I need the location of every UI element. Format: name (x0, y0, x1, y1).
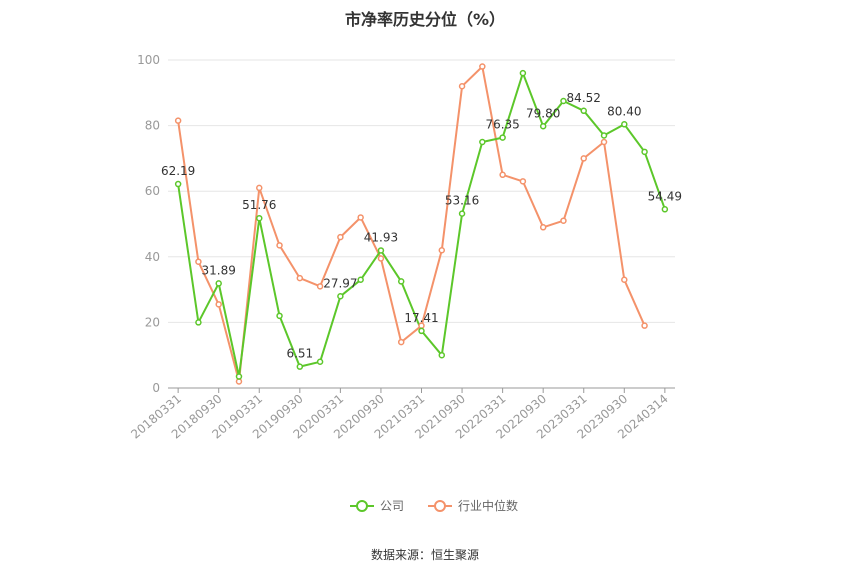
data-point (479, 138, 486, 146)
data-point (539, 123, 547, 130)
data-point (215, 301, 222, 308)
data-point (458, 210, 466, 217)
data-point (316, 358, 324, 366)
data-source: 数据来源：恒生聚源 (370, 548, 479, 562)
data-point (377, 255, 385, 262)
data-point (519, 69, 527, 77)
data-point (235, 373, 243, 380)
data-point (195, 319, 202, 326)
data-point (621, 121, 628, 128)
series-line (177, 65, 646, 383)
data-point (418, 327, 425, 335)
y-tick-label: 0 (152, 381, 160, 395)
data-label: 27.97 (323, 276, 357, 290)
legend-label: 行业中位数 (458, 498, 518, 513)
data-point (337, 293, 344, 300)
data-label: 17.41 (404, 311, 438, 325)
data-point (499, 171, 506, 179)
data-point (438, 351, 446, 359)
data-point (397, 278, 405, 285)
x-axis: 2018033120180930201903312019093020200331… (128, 387, 675, 442)
data-point (174, 117, 182, 124)
data-label: 51.76 (242, 198, 276, 212)
data-point (276, 312, 283, 320)
data-point (519, 178, 527, 185)
data-point (397, 338, 405, 346)
legend-swatch-marker (356, 500, 368, 512)
data-point (215, 280, 222, 287)
legend-label: 公司 (380, 499, 404, 513)
series-points (174, 63, 669, 385)
data-point (337, 233, 344, 241)
data-point (641, 322, 648, 329)
data-label: 80.40 (607, 104, 641, 118)
y-tick-label: 40 (145, 250, 160, 264)
data-point (256, 214, 263, 222)
data-point (276, 242, 283, 249)
data-point (296, 274, 304, 282)
series-lines (177, 65, 666, 383)
y-tick-label: 100 (137, 53, 160, 67)
data-label: 76.35 (485, 118, 519, 132)
data-label: 41.93 (364, 230, 398, 244)
data-label: 79.80 (526, 106, 560, 120)
data-label: 6.51 (286, 347, 313, 361)
data-point (539, 224, 547, 231)
data-point (580, 155, 587, 162)
data-point (438, 246, 446, 254)
data-point (580, 107, 587, 115)
data-point (621, 276, 628, 284)
data-label: 54.49 (648, 189, 682, 203)
data-label: 84.52 (567, 91, 601, 105)
data-point (641, 148, 648, 156)
y-tick-label: 80 (145, 119, 160, 133)
data-point (458, 82, 466, 90)
data-point (357, 276, 364, 284)
chart-title: 市净率历史分位（%） (344, 10, 506, 29)
data-labels: 62.19 31.89 51.76 6.51 27.97 41.93 17.41 53.16 7… (161, 91, 682, 361)
data-point (600, 138, 608, 146)
legend-swatch-marker (434, 500, 446, 512)
data-label: 53.16 (445, 194, 479, 208)
data-label: 31.89 (202, 263, 236, 277)
data-label: 62.19 (161, 164, 195, 178)
data-point (174, 180, 182, 188)
data-point (377, 247, 385, 254)
data-point (560, 97, 567, 105)
data-point (479, 63, 486, 70)
legend: 公司 行业中位数 (350, 498, 518, 513)
data-point (499, 134, 506, 141)
y-tick-label: 20 (145, 315, 160, 329)
data-point (296, 363, 304, 370)
data-point (560, 217, 567, 224)
data-point (357, 214, 364, 221)
data-point (195, 258, 202, 265)
data-point (256, 184, 263, 192)
data-point (600, 132, 608, 139)
data-point (661, 206, 669, 213)
y-axis: 0 20 40 60 80 100 (137, 53, 160, 395)
y-tick-label: 60 (145, 184, 160, 198)
data-point (316, 283, 324, 290)
